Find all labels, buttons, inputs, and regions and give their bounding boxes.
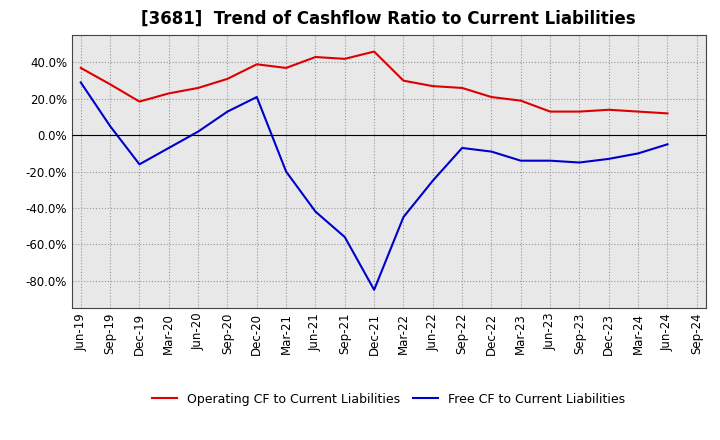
Operating CF to Current Liabilities [399,78,408,83]
Free CF to Current Liabilities [223,109,232,114]
Free CF to Current Liabilities [370,287,379,293]
Free CF to Current Liabilities [341,235,349,240]
Line: Operating CF to Current Liabilities: Operating CF to Current Liabilities [81,51,667,114]
Free CF to Current Liabilities [634,151,642,156]
Operating CF to Current Liabilities [487,95,496,100]
Legend: Operating CF to Current Liabilities, Free CF to Current Liabilities: Operating CF to Current Liabilities, Fre… [148,388,630,411]
Free CF to Current Liabilities [76,80,85,85]
Free CF to Current Liabilities [135,161,144,167]
Free CF to Current Liabilities [458,145,467,150]
Free CF to Current Liabilities [311,209,320,214]
Operating CF to Current Liabilities [282,65,290,70]
Operating CF to Current Liabilities [428,84,437,89]
Title: [3681]  Trend of Cashflow Ratio to Current Liabilities: [3681] Trend of Cashflow Ratio to Curren… [142,10,636,28]
Operating CF to Current Liabilities [516,98,525,103]
Free CF to Current Liabilities [516,158,525,163]
Operating CF to Current Liabilities [575,109,584,114]
Operating CF to Current Liabilities [370,49,379,54]
Operating CF to Current Liabilities [605,107,613,112]
Operating CF to Current Liabilities [634,109,642,114]
Operating CF to Current Liabilities [546,109,554,114]
Free CF to Current Liabilities [546,158,554,163]
Operating CF to Current Liabilities [458,85,467,91]
Free CF to Current Liabilities [663,142,672,147]
Free CF to Current Liabilities [253,95,261,100]
Operating CF to Current Liabilities [341,56,349,62]
Operating CF to Current Liabilities [253,62,261,67]
Free CF to Current Liabilities [575,160,584,165]
Operating CF to Current Liabilities [194,85,202,91]
Free CF to Current Liabilities [282,169,290,174]
Free CF to Current Liabilities [164,145,173,150]
Free CF to Current Liabilities [106,124,114,129]
Operating CF to Current Liabilities [663,111,672,116]
Free CF to Current Liabilities [399,214,408,220]
Operating CF to Current Liabilities [311,55,320,60]
Free CF to Current Liabilities [487,149,496,154]
Operating CF to Current Liabilities [223,76,232,81]
Operating CF to Current Liabilities [164,91,173,96]
Free CF to Current Liabilities [194,129,202,134]
Operating CF to Current Liabilities [106,82,114,87]
Operating CF to Current Liabilities [135,99,144,104]
Free CF to Current Liabilities [605,156,613,161]
Line: Free CF to Current Liabilities: Free CF to Current Liabilities [81,82,667,290]
Free CF to Current Liabilities [428,178,437,183]
Operating CF to Current Liabilities [76,65,85,70]
